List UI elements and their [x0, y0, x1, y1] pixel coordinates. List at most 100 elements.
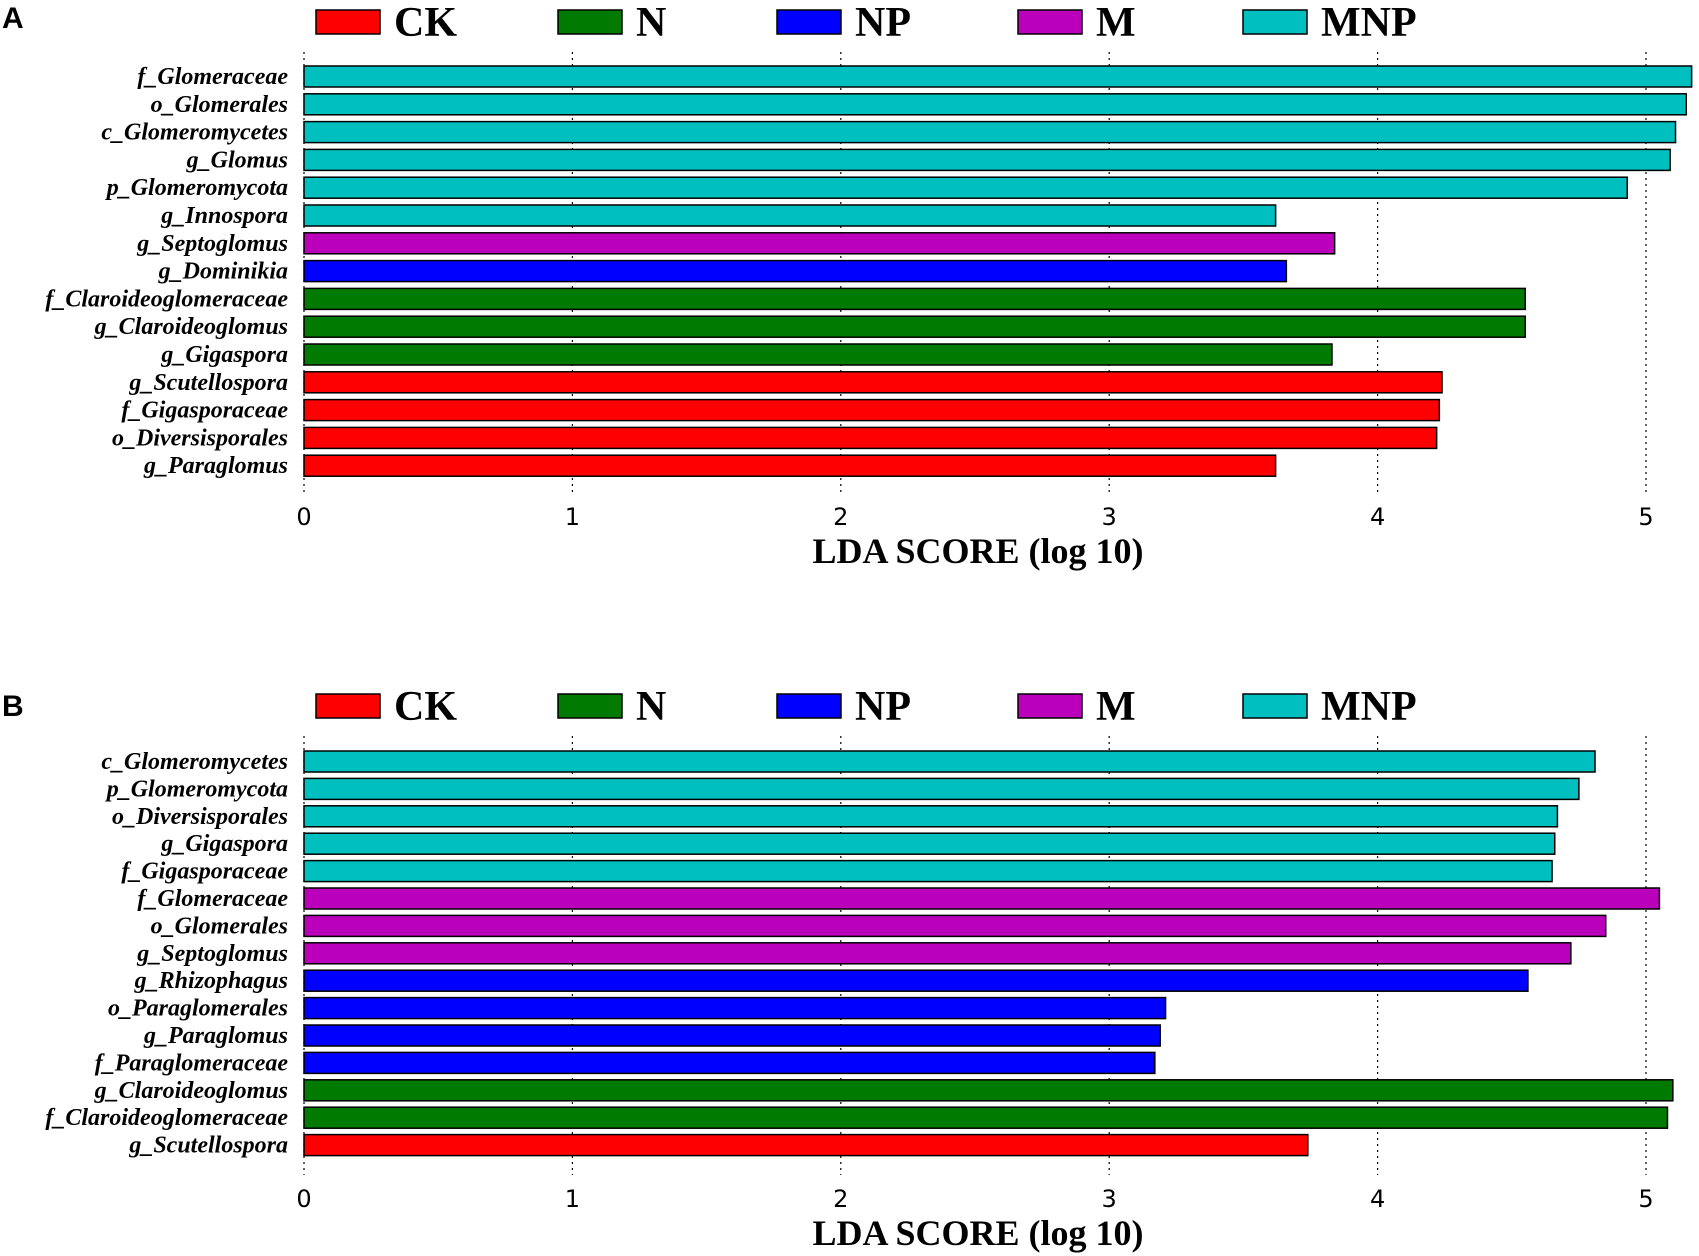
category-label: o_Glomerales [151, 92, 288, 118]
legend-label-m: M [1096, 684, 1136, 730]
legend-label-mnp: MNP [1321, 0, 1417, 46]
bar-group: g_Paraglomus [143, 453, 1277, 479]
category-label: f_Gigasporaceae [121, 859, 288, 885]
bar [303, 996, 1167, 1020]
bar-group: f_Paraglomeraceae [95, 1050, 1156, 1076]
category-label: p_Glomeromycota [105, 776, 288, 802]
legend-swatch-np [776, 693, 842, 719]
bar-group: o_Glomerales [151, 92, 1688, 118]
category-label: g_Claroideoglomus [94, 314, 288, 340]
x-tick-label: 2 [833, 503, 848, 531]
x-tick-label: 3 [1102, 503, 1117, 531]
x-tick-label: 1 [565, 503, 580, 531]
bar-group: f_Glomeraceae [137, 886, 1661, 912]
legend-swatch-np [776, 9, 842, 35]
bar-group: g_Innospora [160, 203, 1277, 229]
legend-item-n: N [557, 0, 666, 46]
x-tick-label: 4 [1370, 1185, 1385, 1213]
x-axis-title: LDA SCORE (log 10) [812, 531, 1143, 571]
legend-label-np: NP [855, 0, 911, 46]
bar-group: f_Glomeraceae [137, 64, 1693, 90]
panel-B: B CK N NP M MNP c_Glomeromycetesp_Glomeromycot… [2, 684, 1674, 1253]
legend-swatch-n [557, 9, 623, 35]
x-tick-label: 1 [565, 1185, 580, 1213]
bar [303, 120, 1677, 144]
legend-swatch-mnp [1242, 9, 1308, 35]
bar [303, 93, 1688, 116]
bar [303, 969, 1529, 992]
category-label: g_Septoglomus [136, 941, 288, 967]
bar-group: g_Rhizophagus [134, 968, 1529, 994]
category-label: g_Gigaspora [160, 342, 288, 368]
bar-group: g_Claroideoglomus [94, 314, 1526, 340]
bar [303, 315, 1526, 338]
category-label: g_Septoglomus [136, 231, 288, 257]
legend-swatch-mnp [1242, 693, 1308, 719]
category-label: o_Diversisporales [112, 425, 288, 451]
legend-swatch-m [1017, 693, 1083, 719]
legend-item-mnp: MNP [1242, 0, 1417, 46]
category-label: p_Glomeromycota [105, 175, 288, 201]
bar [303, 148, 1671, 172]
bar-group: g_Gigaspora [160, 831, 1556, 857]
x-tick-label: 3 [1102, 1185, 1117, 1213]
x-tick-label: 2 [833, 1185, 848, 1213]
bar [303, 750, 1596, 773]
bar-group: g_Paraglomus [143, 1023, 1161, 1049]
bar [303, 204, 1277, 227]
x-tick-label: 5 [1638, 503, 1653, 531]
bar [303, 426, 1438, 450]
bar [303, 371, 1443, 394]
bar-group: f_Claroideoglomeraceae [45, 1105, 1669, 1131]
legend-label-ck: CK [394, 0, 457, 46]
category-label: f_Claroideoglomeraceae [45, 1105, 288, 1131]
panel-A: A CK N NP M MNP f_Glomeraceaeo_Glomeralesc_Glo… [2, 0, 1693, 571]
legend-item-ck: CK [315, 684, 457, 730]
bar-group: g_Glomus [186, 147, 1671, 173]
bar-group: c_Glomeromycetes [101, 749, 1596, 775]
bar-group: g_Scutellospora [128, 1133, 1309, 1159]
legend-label-m: M [1096, 0, 1136, 46]
category-label: g_Scutellospora [128, 1133, 288, 1159]
bar-group: p_Glomeromycota [105, 776, 1580, 802]
legend-swatch-ck [315, 9, 381, 35]
category-label: c_Glomeromycetes [101, 120, 288, 146]
legend-label-mnp: MNP [1321, 684, 1417, 730]
bar-group: o_Paraglomerales [108, 996, 1167, 1022]
bar-group: g_Septoglomus [136, 231, 1336, 257]
legend-item-n: N [557, 684, 666, 730]
category-label: f_Claroideoglomeraceae [45, 286, 288, 312]
bar-group: f_Gigasporaceae [121, 859, 1553, 885]
legend-label-n: N [636, 0, 666, 46]
bar [303, 859, 1553, 883]
category-label: g_Gigaspora [160, 831, 288, 857]
legend-swatch-n [557, 693, 623, 719]
bar [303, 805, 1559, 828]
bar [303, 887, 1661, 910]
legend-item-m: M [1017, 0, 1136, 46]
bar [303, 232, 1336, 255]
bar [303, 942, 1572, 965]
bar [303, 65, 1693, 88]
legend-item-ck: CK [315, 0, 457, 46]
category-label: f_Paraglomeraceae [95, 1050, 289, 1076]
category-label: c_Glomeromycetes [101, 749, 288, 775]
bar-group: f_Gigasporaceae [121, 398, 1441, 424]
panel-letter: B [2, 690, 24, 723]
legend-item-m: M [1017, 684, 1136, 730]
bar [303, 287, 1526, 311]
category-label: g_Claroideoglomus [94, 1078, 288, 1104]
x-tick-label: 5 [1638, 1185, 1653, 1213]
legend-item-np: NP [776, 684, 911, 730]
x-tick-label: 0 [296, 1185, 311, 1213]
legend-item-np: NP [776, 0, 911, 46]
bar [303, 259, 1288, 283]
x-tick-label: 0 [296, 503, 311, 531]
x-axis-title: LDA SCORE (log 10) [812, 1213, 1143, 1253]
category-label: g_Glomus [186, 147, 288, 173]
category-label: g_Dominikia [158, 259, 288, 285]
bar [303, 1106, 1669, 1129]
bar [303, 832, 1556, 855]
legend-swatch-m [1017, 9, 1083, 35]
x-tick-label: 4 [1370, 503, 1385, 531]
